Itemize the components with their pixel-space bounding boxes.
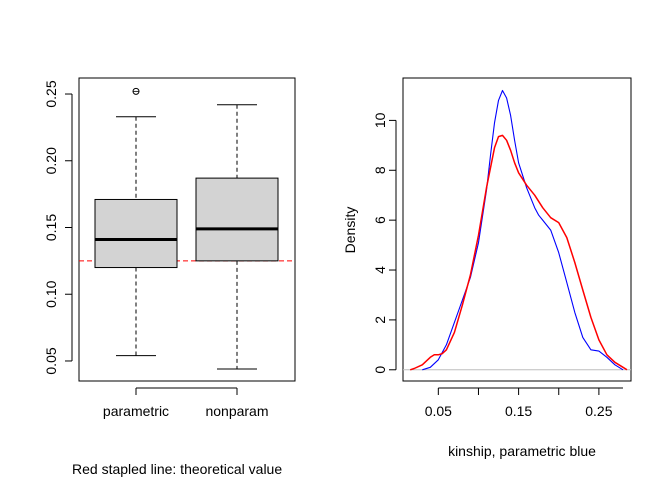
density-y-axis: 0 2 4 6 8 10	[372, 112, 397, 374]
box-body	[195, 177, 279, 262]
density-y-tick-label: 10	[372, 112, 388, 128]
boxplot-y-tick-label: 0.15	[43, 214, 59, 241]
density-y-tick-label: 2	[372, 316, 388, 324]
density-panel: 0 2 4 6 8 10 0.05 0.15 0.25 Density kinship, pa…	[342, 77, 632, 459]
density-x-axis: 0.05 0.15 0.25	[425, 387, 623, 419]
density-plot-frame	[402, 77, 632, 382]
box-parametric	[94, 87, 178, 357]
box-body	[94, 198, 178, 269]
density-y-tick-label: 8	[372, 166, 388, 174]
density-y-axis-title: Density	[342, 207, 358, 254]
boxplot-y-tick-label: 0.05	[43, 347, 59, 374]
boxplot-panel: 0.05 0.10 0.15 0.20 0.25 parametric nonparam	[43, 77, 296, 419]
boxplot-x-axis: parametric nonparam	[103, 387, 269, 419]
density-y-tick-label: 0	[372, 366, 388, 374]
boxplot-x-tick-label: parametric	[103, 403, 169, 419]
density-y-tick-label: 4	[372, 266, 388, 274]
density-x-tick-label: 0.25	[585, 403, 612, 419]
density-lines	[409, 89, 628, 371]
density-line-parametric	[422, 89, 624, 371]
boxplot-x-tick-label: nonparam	[205, 403, 268, 419]
boxplot-y-tick-label: 0.20	[43, 147, 59, 174]
caption: Red stapled line: theoretical value	[72, 461, 282, 477]
density-x-axis-title: kinship, parametric blue	[448, 443, 596, 459]
density-x-tick-label: 0.15	[505, 403, 532, 419]
density-y-tick-label: 6	[372, 216, 388, 224]
box-nonparam	[195, 104, 279, 370]
boxplot-y-axis: 0.05 0.10 0.15 0.20 0.25	[43, 80, 73, 375]
boxplot-boxes	[94, 87, 279, 370]
density-line-nonparam	[409, 134, 628, 371]
boxplot-y-tick-label: 0.25	[43, 80, 59, 107]
boxplot-plot-frame	[78, 77, 296, 382]
boxplot-y-tick-label: 0.10	[43, 280, 59, 307]
density-x-tick-label: 0.05	[425, 403, 452, 419]
